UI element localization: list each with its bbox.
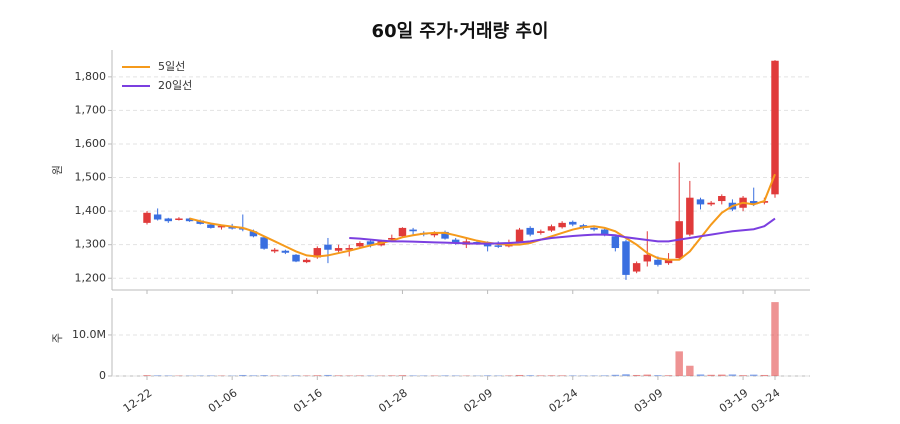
candle-body [409, 230, 416, 232]
volume-bar [665, 375, 672, 376]
x-tick-label: 01-16 [291, 386, 325, 415]
volume-bar [292, 375, 299, 376]
x-tick-label: 01-28 [376, 386, 410, 415]
candle-body [207, 225, 214, 228]
candle-body [654, 260, 661, 265]
x-tick-label: 03-19 [717, 386, 751, 415]
candle-body [154, 214, 161, 219]
candle-body [537, 231, 544, 233]
volume-bar [707, 375, 714, 376]
volume-bar [239, 375, 246, 376]
volume-bar [601, 375, 608, 376]
candle-body [495, 245, 502, 247]
candle-body [644, 255, 651, 262]
volume-bar [388, 375, 395, 376]
candle-body [356, 243, 363, 246]
volume-bar [569, 375, 576, 376]
x-tick-label: 03-09 [632, 386, 666, 415]
candle-body [707, 203, 714, 205]
y-axis-label: 원 [51, 165, 64, 175]
candle-body [686, 198, 693, 235]
volume-bar [558, 375, 565, 376]
candle-body [548, 226, 555, 230]
y-tick-label: 1,500 [75, 171, 107, 184]
volume-bar [654, 375, 661, 376]
volume-bar [675, 351, 682, 376]
candle-body [399, 228, 406, 236]
volume-bar [526, 375, 533, 376]
volume-bar [154, 375, 161, 376]
candle-body [558, 223, 565, 227]
candle-body [590, 228, 597, 230]
legend-label: 20일선 [158, 78, 192, 92]
candle-body [697, 199, 704, 204]
volume-bar [622, 374, 629, 376]
y-tick-label: 1,400 [75, 204, 107, 217]
volume-axis-label: 주 [51, 333, 64, 343]
y-tick-label: 1,300 [75, 238, 107, 251]
volume-bar [250, 375, 257, 376]
volume-bar [761, 375, 768, 376]
candle-body [292, 255, 299, 262]
volume-bar [697, 374, 704, 376]
volume-bar [686, 366, 693, 376]
candle-body [175, 219, 182, 221]
y-tick-label: 1,700 [75, 103, 107, 116]
candle-body [335, 248, 342, 251]
volume-bar [633, 375, 640, 376]
volume-bar [207, 375, 214, 376]
candle-body [143, 213, 150, 223]
candle-body [526, 228, 533, 235]
y-tick-label: 1,200 [75, 271, 107, 284]
x-tick-label: 12-22 [121, 386, 155, 415]
volume-bar [409, 375, 416, 376]
candle-body [303, 260, 310, 262]
candle-body [622, 241, 629, 275]
volume-bar [399, 375, 406, 376]
candle-body [633, 263, 640, 271]
volume-bar [644, 375, 651, 376]
volume-bar [739, 375, 746, 376]
volume-bar [143, 375, 150, 376]
volume-bar [537, 375, 544, 376]
volume-bar [335, 375, 342, 376]
volume-bar [729, 374, 736, 376]
y-tick-label: 1,600 [75, 137, 107, 150]
candle-body [282, 251, 289, 253]
volume-bar [441, 375, 448, 376]
x-tick-label: 02-09 [461, 386, 495, 415]
volume-bar [548, 375, 555, 376]
volume-bar [771, 302, 778, 376]
volume-bar [260, 375, 267, 376]
volume-bar [484, 375, 491, 376]
candle-body [165, 219, 172, 222]
x-tick-label: 02-24 [547, 386, 581, 415]
volume-bar [750, 375, 757, 376]
x-tick-label: 03-24 [749, 386, 783, 415]
volume-bar [718, 375, 725, 376]
candle-body [612, 236, 619, 248]
candle-body [260, 237, 267, 248]
candle-body [516, 230, 523, 242]
y-tick-label: 0 [99, 369, 106, 382]
legend-label: 5일선 [158, 59, 185, 73]
chart-title: 60일 주가·거래량 추이 [372, 21, 549, 42]
volume-bar [516, 375, 523, 376]
volume-bar [612, 375, 619, 376]
candle-body [324, 245, 331, 250]
candle-body [718, 196, 725, 201]
volume-bar [356, 375, 363, 376]
y-tick-label: 10.0M [72, 328, 106, 341]
y-tick-label: 1,800 [75, 70, 107, 83]
volume-bar [314, 375, 321, 376]
volume-bar [324, 375, 331, 376]
candle-body [569, 222, 576, 225]
candle-body [271, 250, 278, 252]
x-tick-label: 01-06 [206, 386, 240, 415]
